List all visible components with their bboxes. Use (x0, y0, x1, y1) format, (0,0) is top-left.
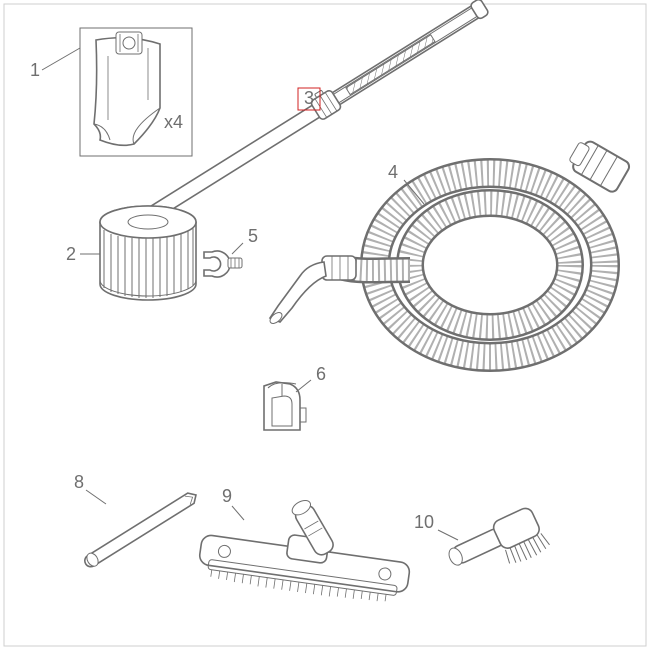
callout-10-label: 10 (414, 512, 434, 532)
callout-5-label: 5 (248, 226, 258, 246)
callout-3-label: 3 (304, 88, 314, 108)
part-suction-hose (268, 136, 631, 357)
callout-9-label: 9 (222, 486, 232, 506)
part-dust-bag-pack: x4 (80, 28, 192, 156)
callout-8-label: 8 (74, 472, 84, 492)
part-floor-nozzle (197, 497, 413, 607)
part-hose-clamp (204, 251, 242, 277)
callout-4-label: 4 (388, 162, 398, 182)
callout-6-label: 6 (316, 364, 326, 384)
callout-1-label: 1 (30, 60, 40, 80)
part-cartridge-filter (100, 206, 196, 300)
qty-text: x4 (164, 112, 183, 132)
parts-diagram: x4 (0, 0, 650, 650)
callout-2-label: 2 (66, 244, 76, 264)
part-dusting-brush (444, 505, 551, 589)
part-crevice-nozzle (82, 489, 200, 570)
